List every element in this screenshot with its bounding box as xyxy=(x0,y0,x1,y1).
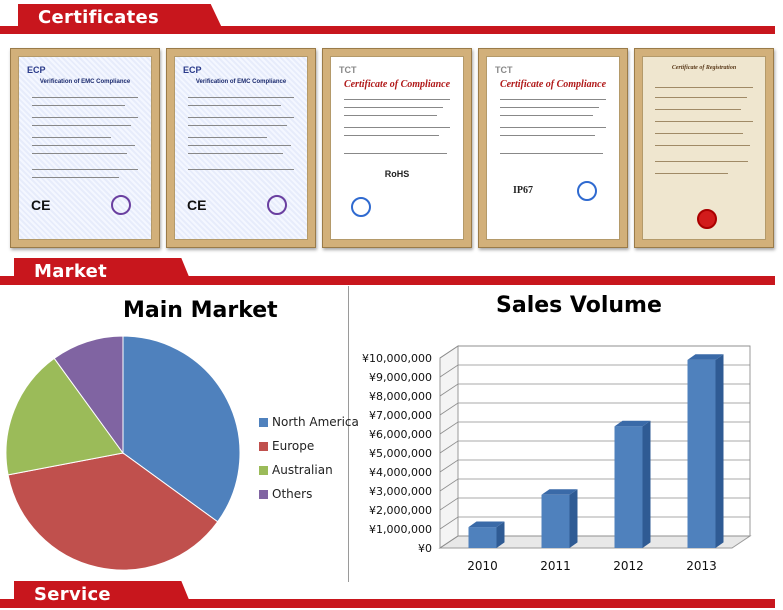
legend-label: Australian xyxy=(272,463,333,477)
legend-item: Australian xyxy=(259,458,359,482)
legend-label: Europe xyxy=(272,439,315,453)
legend-swatch xyxy=(259,489,268,499)
y-tick-label: ¥10,000,000 xyxy=(362,352,432,365)
y-tick-label: ¥4,000,000 xyxy=(369,466,432,479)
gridline xyxy=(439,516,750,530)
seal-icon xyxy=(351,197,371,217)
certificate-title: Verification of EMC Compliance xyxy=(39,79,131,85)
y-tick-label: ¥7,000,000 xyxy=(369,409,432,422)
chart-divider xyxy=(348,286,349,582)
ce-mark-icon: CE xyxy=(187,197,207,213)
x-tick-label: 2010 xyxy=(467,559,498,573)
seal-icon xyxy=(577,181,597,201)
bar-top-2011 xyxy=(541,489,578,495)
wax-seal-icon xyxy=(697,209,717,229)
pie-slice-europe xyxy=(7,452,219,571)
market-heading: Market xyxy=(34,261,108,282)
gridline xyxy=(439,497,750,511)
gridline xyxy=(439,383,750,397)
bar-side-2011 xyxy=(569,489,578,548)
gridline xyxy=(439,345,750,359)
legend-item: Europe xyxy=(259,434,359,458)
pie-chart-title: Main Market xyxy=(123,298,278,323)
bar-top-2012 xyxy=(614,420,651,427)
ce-mark-icon: CE xyxy=(31,197,51,213)
bar-top-2013 xyxy=(687,354,724,360)
legend-swatch xyxy=(259,417,268,427)
seal-icon xyxy=(267,195,287,215)
gridline xyxy=(439,421,750,435)
x-tick-label: 2013 xyxy=(686,559,717,573)
rohs-mark: RoHS xyxy=(384,169,410,179)
pie-legend: North America Europe Australian Others xyxy=(259,410,359,506)
y-tick-label: ¥9,000,000 xyxy=(369,371,432,384)
pie-slice-others xyxy=(53,335,124,455)
bar-chart: ¥0 ¥1,000,000 ¥2,000,000 ¥3,000,000 ¥4,000,0… xyxy=(362,345,752,573)
service-banner: Service xyxy=(0,581,783,610)
y-tick-label: ¥0 xyxy=(418,542,432,555)
market-banner: Market xyxy=(0,258,783,290)
gridline xyxy=(439,459,750,473)
y-tick-label: ¥2,000,000 xyxy=(369,504,432,517)
certificate-title: Certificate of Registration xyxy=(671,65,737,71)
certificate-registration[interactable]: Certificate of Registration xyxy=(634,48,774,248)
certificate-rohs[interactable]: TCT Certificate of Compliance RoHS xyxy=(322,48,472,248)
legend-swatch xyxy=(259,465,268,475)
bar-top-2010 xyxy=(468,521,505,528)
legend-label: Others xyxy=(272,487,313,501)
bar-2012 xyxy=(614,426,643,548)
certificate-title: Verification of EMC Compliance xyxy=(195,79,287,85)
certificate-emc-1[interactable]: ECP Verification of EMC Compliance CE xyxy=(10,48,160,248)
certificate-brand: TCT xyxy=(495,65,513,75)
service-heading: Service xyxy=(34,584,111,605)
bar-2010 xyxy=(468,527,497,548)
bar-side-2012 xyxy=(642,420,651,548)
certificates-heading: Certificates xyxy=(38,7,160,28)
certificate-ip67[interactable]: TCT Certificate of Compliance IP67 xyxy=(478,48,628,248)
bar-side-2010 xyxy=(496,521,505,548)
legend-item: Others xyxy=(259,482,359,506)
legend-label: North America xyxy=(272,415,359,429)
ip67-mark: IP67 xyxy=(513,185,533,196)
certificate-brand: ECP xyxy=(27,65,46,75)
certificate-title: Certificate of Compliance xyxy=(499,79,607,90)
gridline xyxy=(439,535,750,549)
gridline xyxy=(439,402,750,416)
y-tick-label: ¥8,000,000 xyxy=(369,390,432,403)
pie-slice-north-america xyxy=(122,335,241,523)
legend-item: North America xyxy=(259,410,359,434)
gridline xyxy=(439,440,750,454)
seal-icon xyxy=(111,195,131,215)
certificates-gallery: ECP Verification of EMC Compliance CE EC… xyxy=(10,48,775,250)
bar-chart-title: Sales Volume xyxy=(496,293,662,318)
certificate-title: Certificate of Compliance xyxy=(343,79,451,90)
x-tick-label: 2012 xyxy=(613,559,644,573)
y-tick-label: ¥3,000,000 xyxy=(369,485,432,498)
bar-side-2013 xyxy=(715,354,724,548)
legend-swatch xyxy=(259,441,268,451)
certificate-emc-2[interactable]: ECP Verification of EMC Compliance CE xyxy=(166,48,316,248)
y-tick-label: ¥6,000,000 xyxy=(369,428,432,441)
pie-slice-australian xyxy=(5,357,124,476)
certificates-banner: Certificates xyxy=(0,4,783,36)
bar-2013 xyxy=(687,359,716,548)
pie-chart xyxy=(5,335,241,571)
certificate-brand: TCT xyxy=(339,65,357,75)
y-tick-label: ¥1,000,000 xyxy=(369,523,432,536)
certificate-brand: ECP xyxy=(183,65,202,75)
gridline xyxy=(439,364,750,378)
y-tick-label: ¥5,000,000 xyxy=(369,447,432,460)
gridline xyxy=(439,478,750,492)
bar-2011 xyxy=(541,494,570,548)
x-tick-label: 2011 xyxy=(540,559,571,573)
